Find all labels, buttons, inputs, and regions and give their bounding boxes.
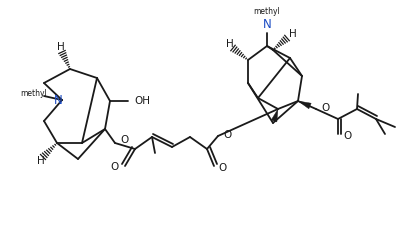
Polygon shape bbox=[271, 109, 278, 122]
Text: H: H bbox=[37, 156, 45, 166]
Text: N: N bbox=[54, 94, 63, 106]
Text: O: O bbox=[218, 163, 226, 173]
Text: O: O bbox=[321, 103, 329, 113]
Text: O: O bbox=[120, 135, 128, 145]
Text: O: O bbox=[111, 162, 119, 172]
Text: OH: OH bbox=[134, 96, 150, 106]
Text: N: N bbox=[263, 18, 271, 30]
Text: methyl: methyl bbox=[254, 6, 280, 15]
Text: H: H bbox=[57, 42, 65, 52]
Text: methyl: methyl bbox=[20, 89, 48, 98]
Text: H: H bbox=[289, 29, 297, 39]
Text: H: H bbox=[226, 39, 234, 49]
Text: O: O bbox=[223, 130, 231, 140]
Text: O: O bbox=[343, 131, 351, 141]
Polygon shape bbox=[298, 101, 311, 109]
